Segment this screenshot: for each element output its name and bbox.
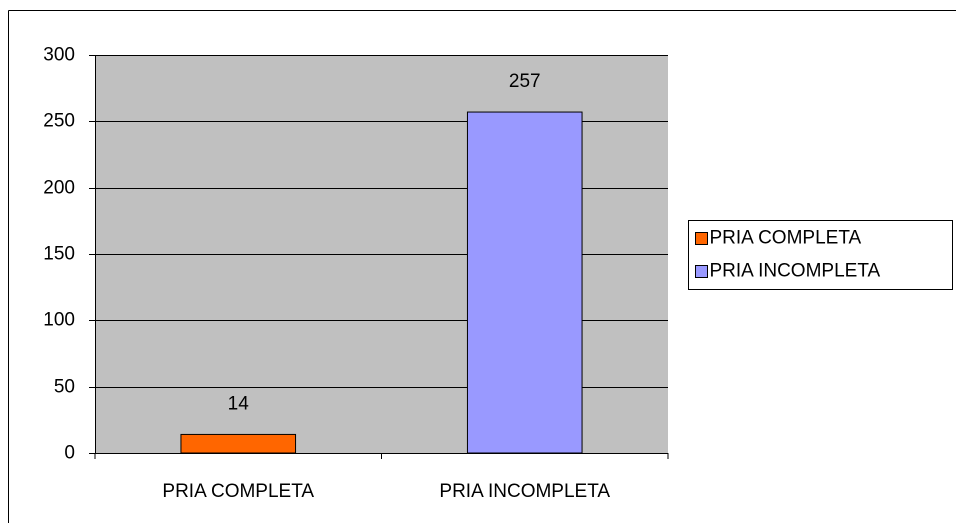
y-tick-label: 100 bbox=[43, 310, 75, 331]
x-tick-label: PRIA COMPLETA bbox=[162, 481, 314, 502]
y-tick-label: 300 bbox=[43, 45, 75, 66]
data-label: 257 bbox=[509, 71, 541, 92]
y-tick-label: 0 bbox=[64, 443, 75, 464]
data-label: 14 bbox=[228, 393, 250, 414]
legend-label: PRIA COMPLETA bbox=[710, 228, 862, 249]
legend-box bbox=[688, 220, 953, 290]
y-tick-label: 250 bbox=[43, 111, 75, 132]
y-tick-label: 200 bbox=[43, 178, 75, 199]
y-tick-label: 150 bbox=[43, 244, 75, 265]
y-tick-label: 50 bbox=[54, 377, 75, 398]
legend-label: PRIA INCOMPLETA bbox=[710, 261, 881, 282]
legend-swatch bbox=[695, 265, 708, 278]
x-tick-label: PRIA INCOMPLETA bbox=[439, 481, 610, 502]
bar bbox=[466, 111, 583, 454]
legend-swatch bbox=[695, 232, 708, 245]
bar bbox=[180, 433, 297, 454]
